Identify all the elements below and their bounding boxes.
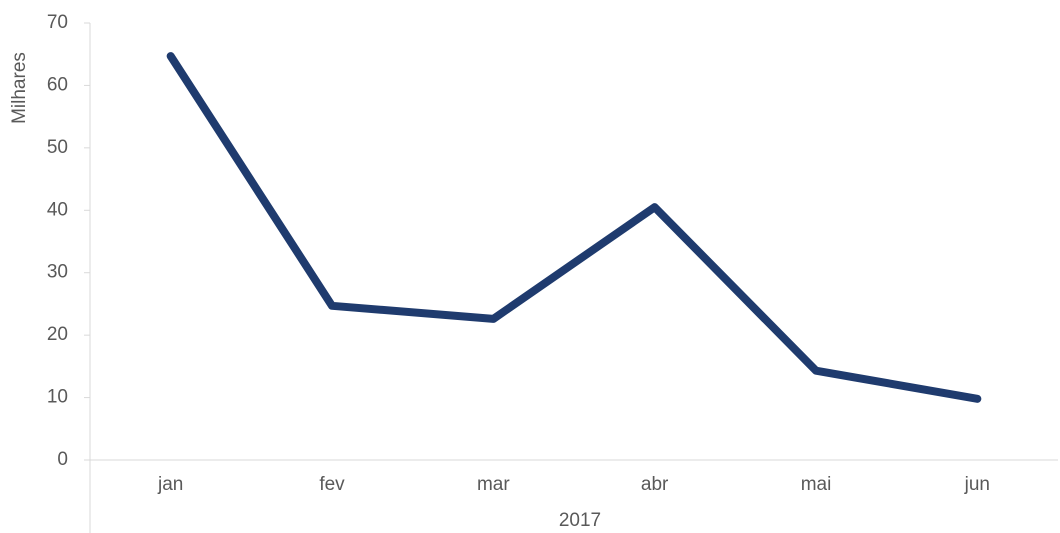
y-axis-title: Milhares xyxy=(9,52,30,124)
line-series xyxy=(166,52,982,403)
x-tick-label: mar xyxy=(477,474,510,495)
x-tick-label: mai xyxy=(801,474,832,495)
x-tick-label: jun xyxy=(964,474,990,495)
x-tick-label: fev xyxy=(319,474,345,495)
x-tick-label: abr xyxy=(641,474,669,495)
y-tick-label: 20 xyxy=(47,324,68,345)
y-tick-label: 40 xyxy=(47,199,68,220)
y-tick-label: 70 xyxy=(47,12,68,33)
y-tick-label: 0 xyxy=(57,449,68,470)
y-tick-label: 10 xyxy=(47,387,68,408)
y-tick-label: 50 xyxy=(47,137,68,158)
y-tick-label: 30 xyxy=(47,262,68,283)
category-group-label: 2017 xyxy=(559,510,601,531)
y-tick-label: 60 xyxy=(47,74,68,95)
x-tick-label: jan xyxy=(157,474,183,495)
